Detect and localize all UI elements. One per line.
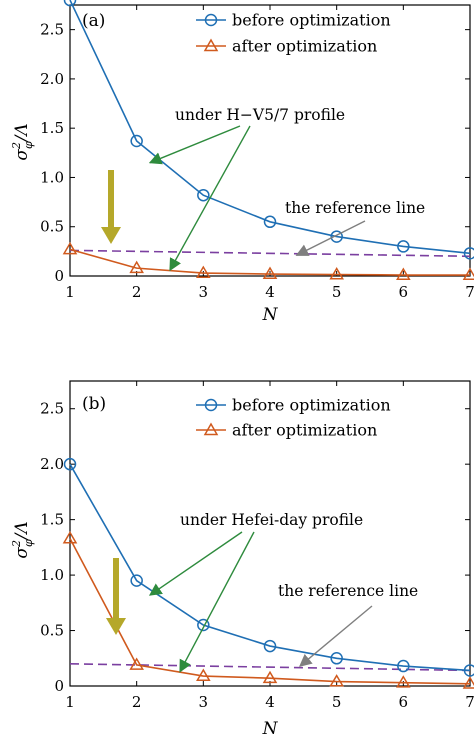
- x-axis-label: N: [262, 305, 279, 325]
- y-axis-label-tail: /Λ: [12, 521, 32, 541]
- annotation-reference: the reference line: [278, 582, 418, 600]
- x-tick-label: 3: [199, 693, 209, 711]
- data-point-after: [262, 670, 278, 684]
- y-axis-label-sup: 2: [10, 540, 23, 548]
- legend-marker-circle: [204, 13, 218, 27]
- reference-line: [69, 249, 471, 258]
- y-tick-label: 1.5: [40, 511, 64, 529]
- x-tick-label: 4: [265, 693, 275, 711]
- legend-marker-circle: [204, 398, 218, 412]
- legend-label: after optimization: [232, 421, 377, 440]
- series-line-before: [69, 0, 471, 255]
- data-point-after: [62, 241, 78, 255]
- big-down-arrow-head: [101, 227, 121, 244]
- panel-label: (a): [82, 11, 105, 31]
- x-tick-label: 6: [399, 693, 409, 711]
- y-tick-label: 1.5: [40, 119, 64, 137]
- x-tick-label: 7: [465, 693, 474, 711]
- x-tick-label: 1: [65, 693, 75, 711]
- annotation-profile: under H−V5/7 profile: [175, 106, 345, 124]
- data-point-after: [196, 265, 211, 278]
- y-tick-label: 1.0: [40, 168, 64, 186]
- legend-label: before optimization: [232, 396, 391, 415]
- y-tick-label: 2.5: [40, 400, 64, 418]
- data-point-after: [196, 668, 211, 681]
- data-point-before: [330, 230, 343, 243]
- y-tick-label: 0.5: [40, 622, 64, 640]
- annotation-arrow: [169, 125, 251, 272]
- data-point-before: [263, 639, 277, 653]
- legend-label: before optimization: [232, 11, 391, 30]
- x-tick-label: 5: [332, 283, 342, 301]
- panel-label: (b): [82, 394, 106, 414]
- data-point-before: [330, 652, 343, 665]
- y-tick-label: 2.5: [40, 21, 64, 39]
- y-axis-label-tail: /Λ: [12, 123, 32, 143]
- x-tick-label: 7: [465, 283, 474, 301]
- big-down-arrow-head: [106, 618, 126, 635]
- data-point-after: [129, 657, 144, 670]
- y-axis-label: σ2φ/Λ: [10, 521, 35, 558]
- data-point-after: [329, 267, 344, 280]
- y-axis-label: σ2φ/Λ: [10, 123, 35, 160]
- y-tick-label: 2.0: [40, 70, 64, 88]
- legend-marker-triangle: [203, 38, 219, 52]
- data-point-before: [130, 574, 143, 587]
- annotation-arrow: [299, 605, 373, 667]
- x-axis-label: N: [262, 719, 279, 739]
- annotation-arrow: [148, 531, 243, 596]
- data-point-before: [63, 0, 77, 7]
- x-tick-label: 2: [132, 693, 142, 711]
- data-point-before: [263, 215, 277, 229]
- annotation-profile: under Hefei-day profile: [180, 511, 363, 529]
- y-tick-label: 0: [54, 267, 64, 285]
- data-point-after: [396, 267, 411, 280]
- x-tick-label: 3: [199, 283, 209, 301]
- y-tick-label: 2.0: [40, 455, 64, 473]
- reference-line: [69, 663, 471, 672]
- data-point-before: [197, 188, 210, 202]
- data-point-after: [129, 260, 144, 274]
- y-tick-label: 0.5: [40, 218, 64, 236]
- data-point-after: [462, 676, 474, 689]
- x-tick-label: 4: [265, 283, 275, 301]
- y-axis-label-main: σ: [12, 547, 32, 559]
- x-tick-label: 5: [332, 693, 342, 711]
- data-point-before: [397, 659, 410, 673]
- x-tick-label: 2: [132, 283, 142, 301]
- annotation-reference: the reference line: [285, 199, 425, 217]
- data-point-before: [463, 664, 474, 677]
- data-point-before: [130, 134, 143, 148]
- y-axis-label-main: σ: [12, 149, 32, 161]
- annotation-arrow: [148, 125, 241, 165]
- annotation-arrow: [179, 531, 255, 673]
- data-point-before: [463, 247, 474, 260]
- y-tick-label: 1.0: [40, 566, 64, 584]
- data-point-after: [262, 266, 278, 279]
- x-tick-label: 6: [399, 283, 409, 301]
- y-axis-label-sub: φ: [22, 141, 35, 149]
- data-point-after: [62, 531, 78, 544]
- y-axis-label-sub: φ: [22, 539, 35, 547]
- data-point-before: [197, 618, 210, 632]
- data-point-after: [396, 675, 411, 688]
- legend-marker-triangle: [203, 422, 219, 436]
- data-point-after: [329, 674, 344, 687]
- annotation-arrow: [295, 220, 366, 256]
- y-axis-label-sup: 2: [10, 142, 23, 150]
- series-line-after: [69, 538, 471, 685]
- series-line-before: [69, 463, 471, 672]
- x-tick-label: 1: [65, 283, 75, 301]
- legend-label: after optimization: [232, 37, 377, 56]
- data-point-before: [397, 240, 410, 253]
- series-line-after: [69, 248, 470, 276]
- y-tick-label: 0: [54, 677, 64, 695]
- data-point-before: [63, 457, 77, 471]
- data-point-after: [462, 267, 474, 280]
